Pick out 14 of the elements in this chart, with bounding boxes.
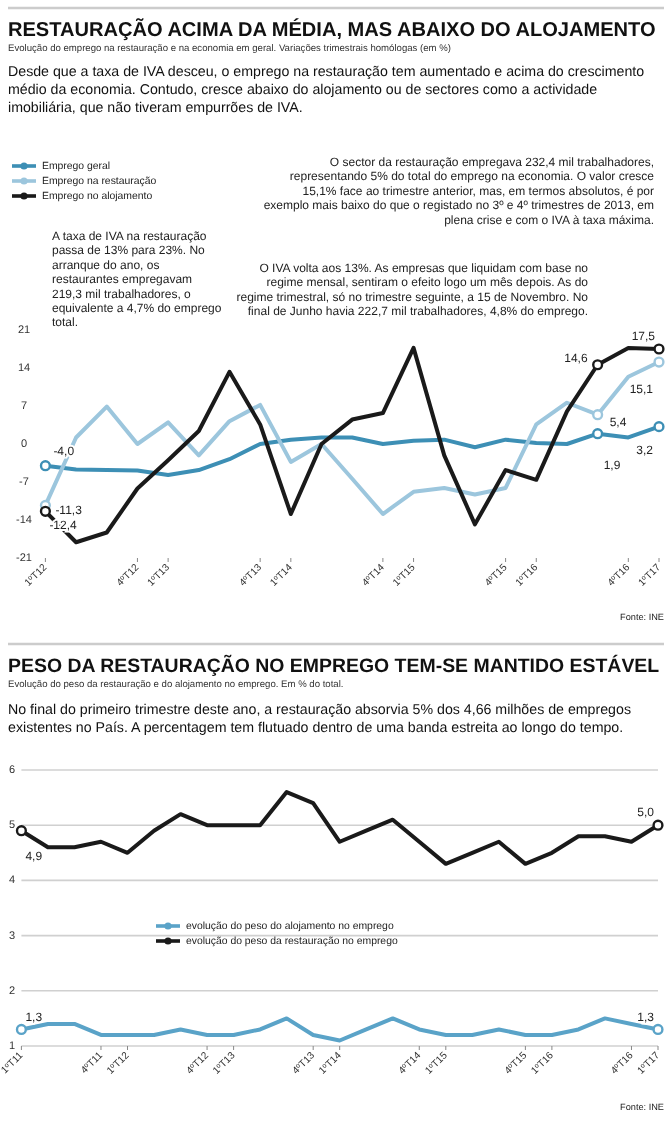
point	[592, 359, 604, 371]
point	[39, 505, 51, 517]
point	[592, 428, 604, 440]
point	[653, 356, 665, 368]
chart-title: RESTAURAÇÃO ACIMA DA MÉDIA, MAS ABAIXO DO ALOJAMENTO	[8, 18, 656, 42]
point	[15, 1023, 27, 1036]
point	[15, 825, 27, 837]
point	[653, 421, 665, 433]
point	[39, 460, 51, 472]
point	[653, 343, 665, 355]
chart-title: PESO DA RESTAURAÇÃO NO EMPREGO TEM-SE MANTIDO ESTÁVEL	[8, 654, 660, 678]
point	[652, 1023, 664, 1036]
point	[652, 819, 664, 831]
point	[592, 409, 604, 421]
